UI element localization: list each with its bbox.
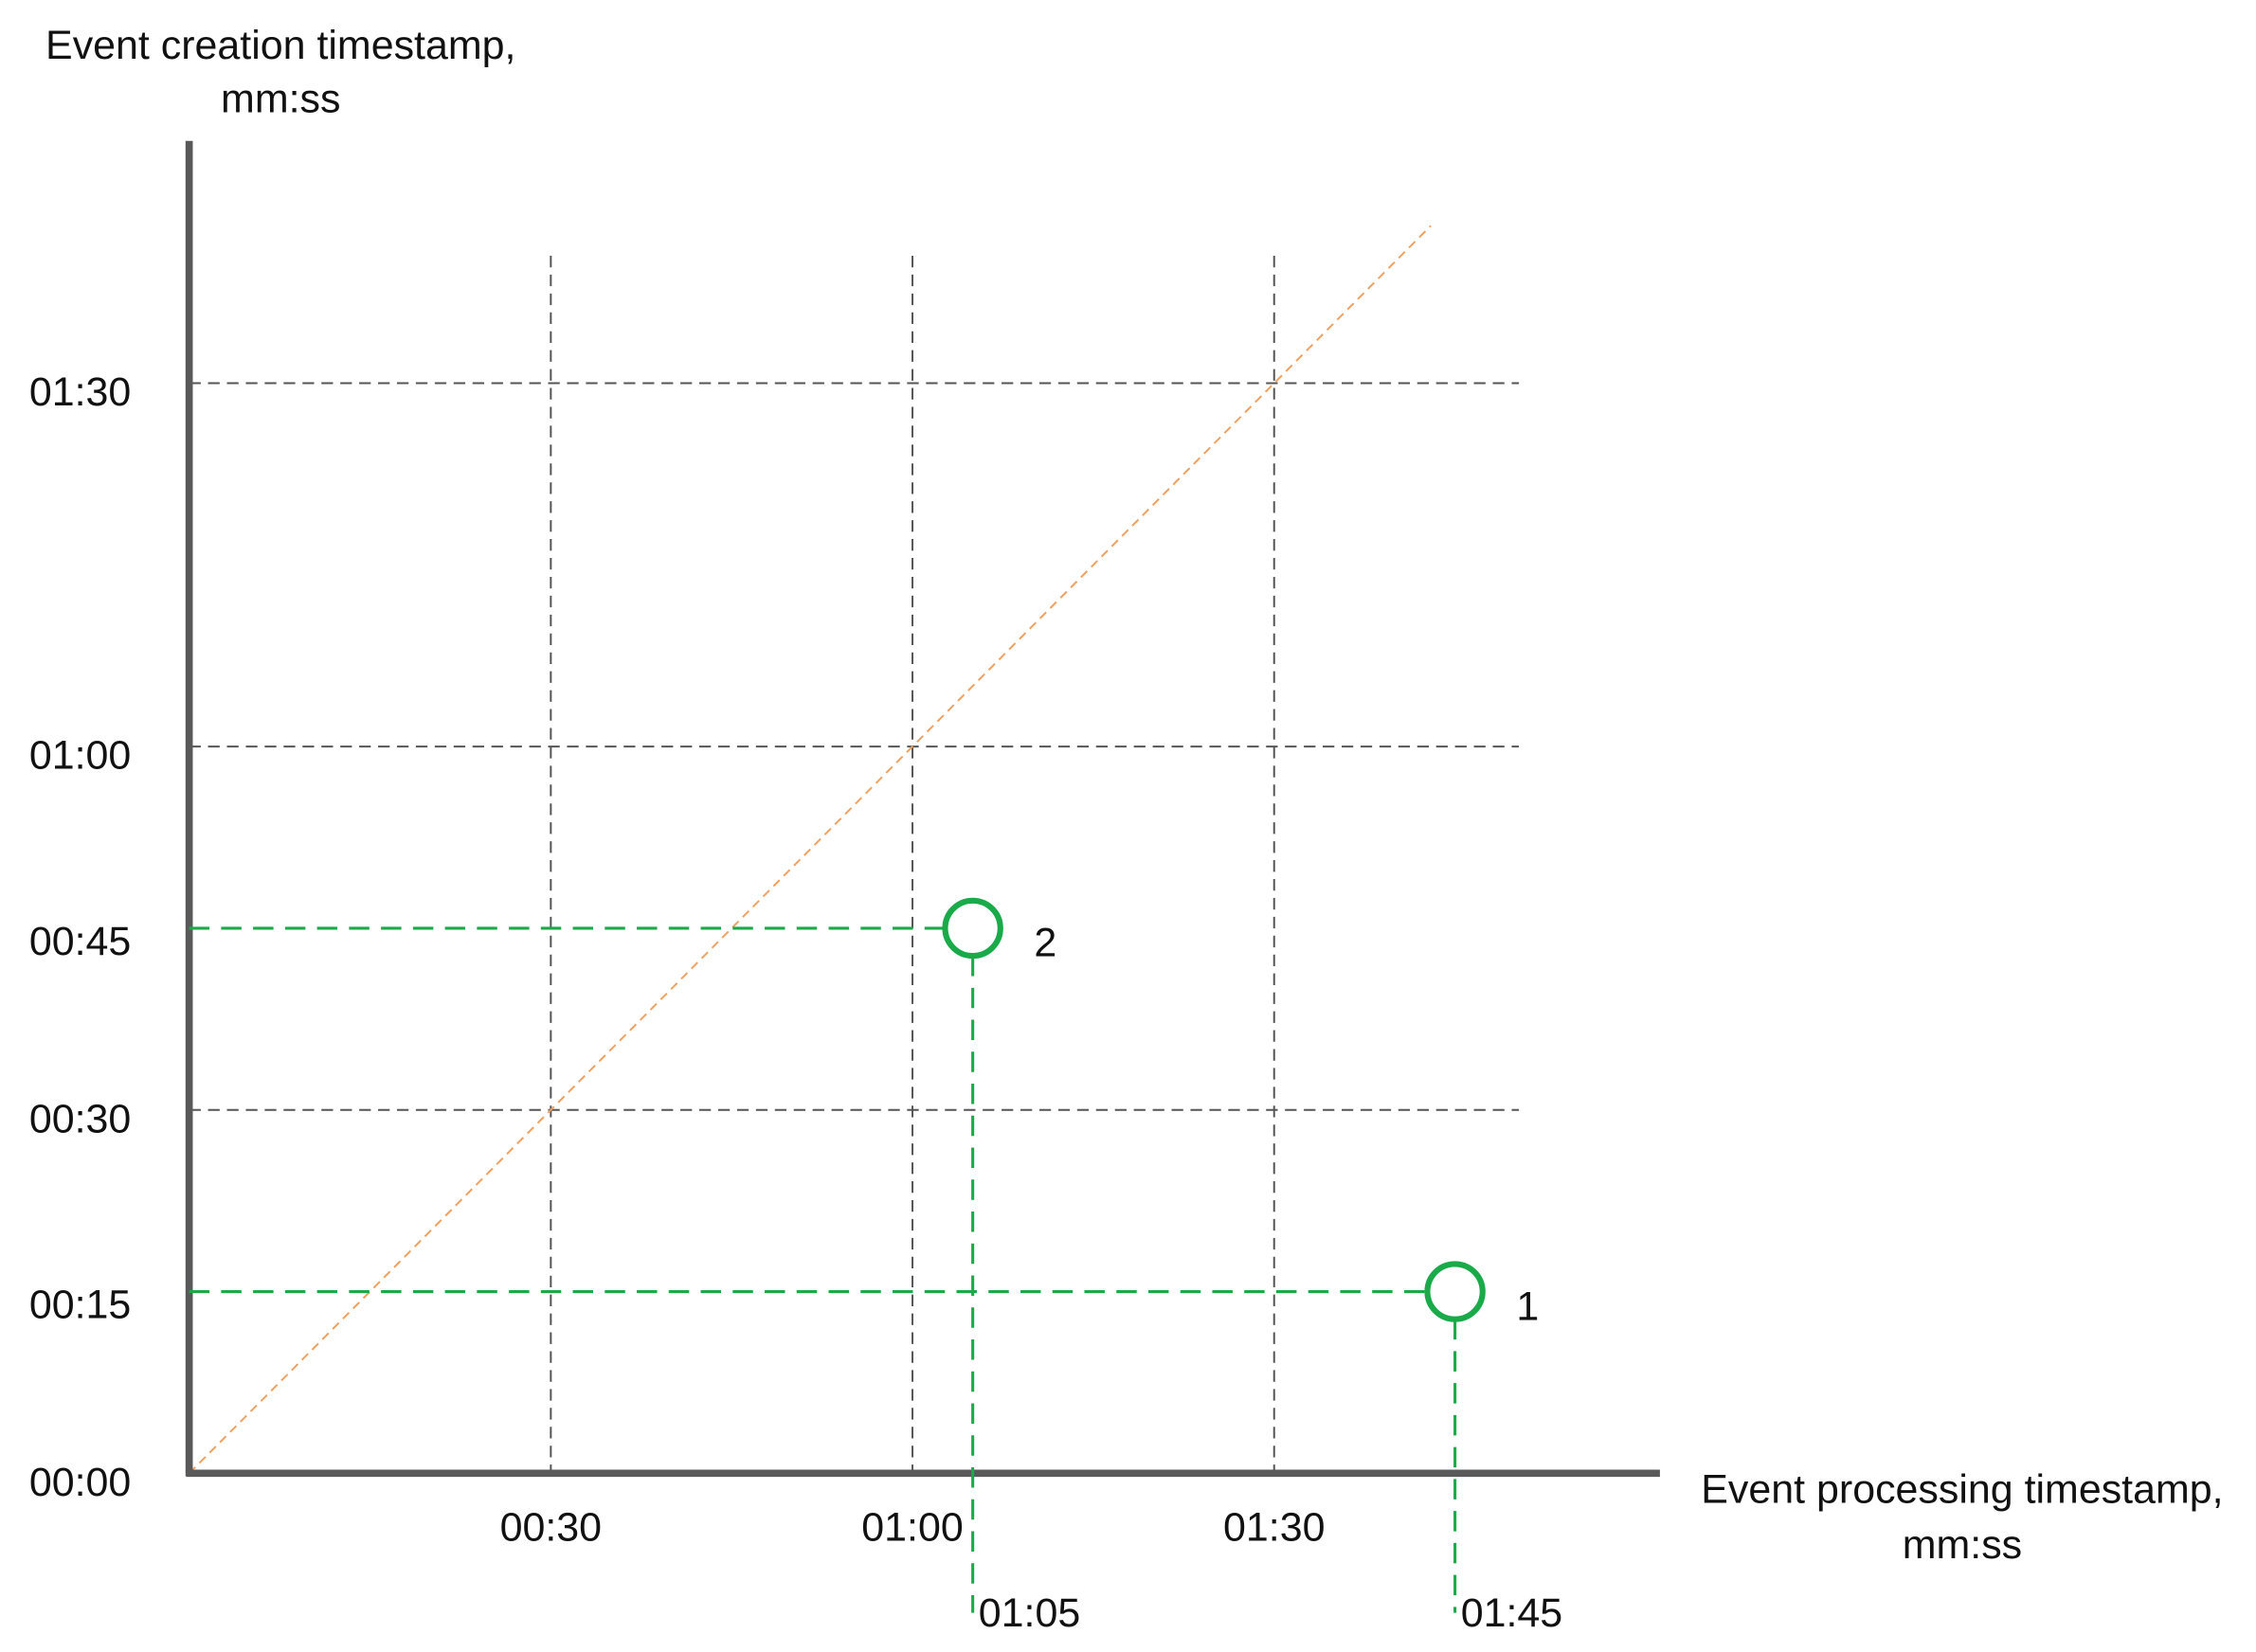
x-tick-label: 01:30 — [1223, 1504, 1325, 1550]
x-value-label: 01:05 — [979, 1590, 1080, 1636]
point-label: 1 — [1516, 1284, 1539, 1329]
y-axis-title: Event creation timestamp, — [45, 23, 515, 68]
y-tick-label: 01:30 — [29, 369, 131, 415]
x-tick-label: 01:00 — [861, 1504, 963, 1550]
x-tick-label: 00:30 — [500, 1504, 602, 1550]
reference-line — [188, 224, 1432, 1475]
y-tick-label: 00:30 — [29, 1096, 131, 1141]
point — [942, 897, 1003, 960]
x-axis-title: Event processing timestamp, — [1701, 1467, 2223, 1513]
x-value-label: 01:45 — [1461, 1590, 1562, 1636]
y-value-label: 00:15 — [29, 1283, 131, 1328]
y-tick-label: 01:00 — [29, 733, 131, 779]
y-axis-title: mm:ss — [221, 77, 340, 122]
y-tick-label: 00:00 — [29, 1460, 131, 1505]
point — [1424, 1261, 1486, 1322]
x-axis-title: mm:ss — [1903, 1522, 2022, 1568]
point-label: 2 — [1034, 921, 1056, 966]
y-value-label: 00:45 — [29, 919, 131, 964]
